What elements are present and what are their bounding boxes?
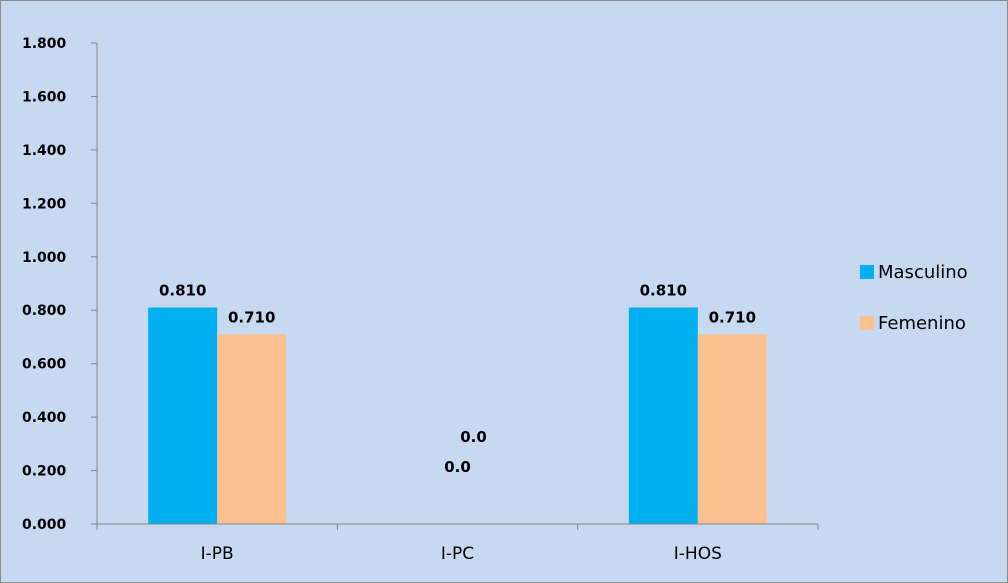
legend-label: Masculino — [878, 262, 968, 283]
data-label: 0.810 — [640, 282, 687, 300]
data-label: 0.710 — [709, 308, 756, 326]
bar-femenino — [217, 334, 287, 524]
data-labels: 0.810 0.0 0.810 0.710 0.0 0.710 — [159, 282, 756, 477]
y-tick-label: 0.800 — [22, 303, 67, 319]
x-tick-label: I-PC — [441, 544, 474, 564]
y-tick-label: 1.800 — [22, 36, 67, 52]
data-label: 0.810 — [159, 282, 206, 300]
y-tick-label: 1.000 — [22, 250, 67, 266]
y-tick-label: 0.000 — [22, 517, 67, 533]
y-tick-label: 1.600 — [22, 89, 67, 105]
data-label: 0.0 — [444, 458, 471, 476]
y-tick-label: 1.400 — [22, 143, 67, 159]
y-tick-label: 0.200 — [22, 464, 67, 480]
legend-swatch — [860, 265, 874, 279]
x-axis-ticks: I-PB I-PC I-HOS — [96, 524, 819, 564]
data-label: 0.0 — [460, 428, 487, 446]
data-label: 0.710 — [228, 308, 275, 326]
bar-masculino — [628, 307, 698, 524]
legend: Masculino Femenino — [860, 262, 968, 334]
y-tick-label: 1.200 — [22, 196, 67, 212]
legend-label: Femenino — [878, 313, 966, 334]
y-axis-ticks: 0.000 0.200 0.400 0.600 0.800 1.000 1.200 1.400… — [22, 36, 97, 533]
y-tick-label: 0.400 — [22, 410, 67, 426]
legend-swatch — [860, 316, 874, 330]
bar-femenino — [697, 334, 767, 524]
bars — [148, 307, 767, 524]
y-tick-label: 0.600 — [22, 357, 67, 373]
x-tick-label: I-PB — [201, 544, 234, 564]
x-tick-label: I-HOS — [674, 544, 722, 564]
bar-masculino — [148, 307, 218, 524]
